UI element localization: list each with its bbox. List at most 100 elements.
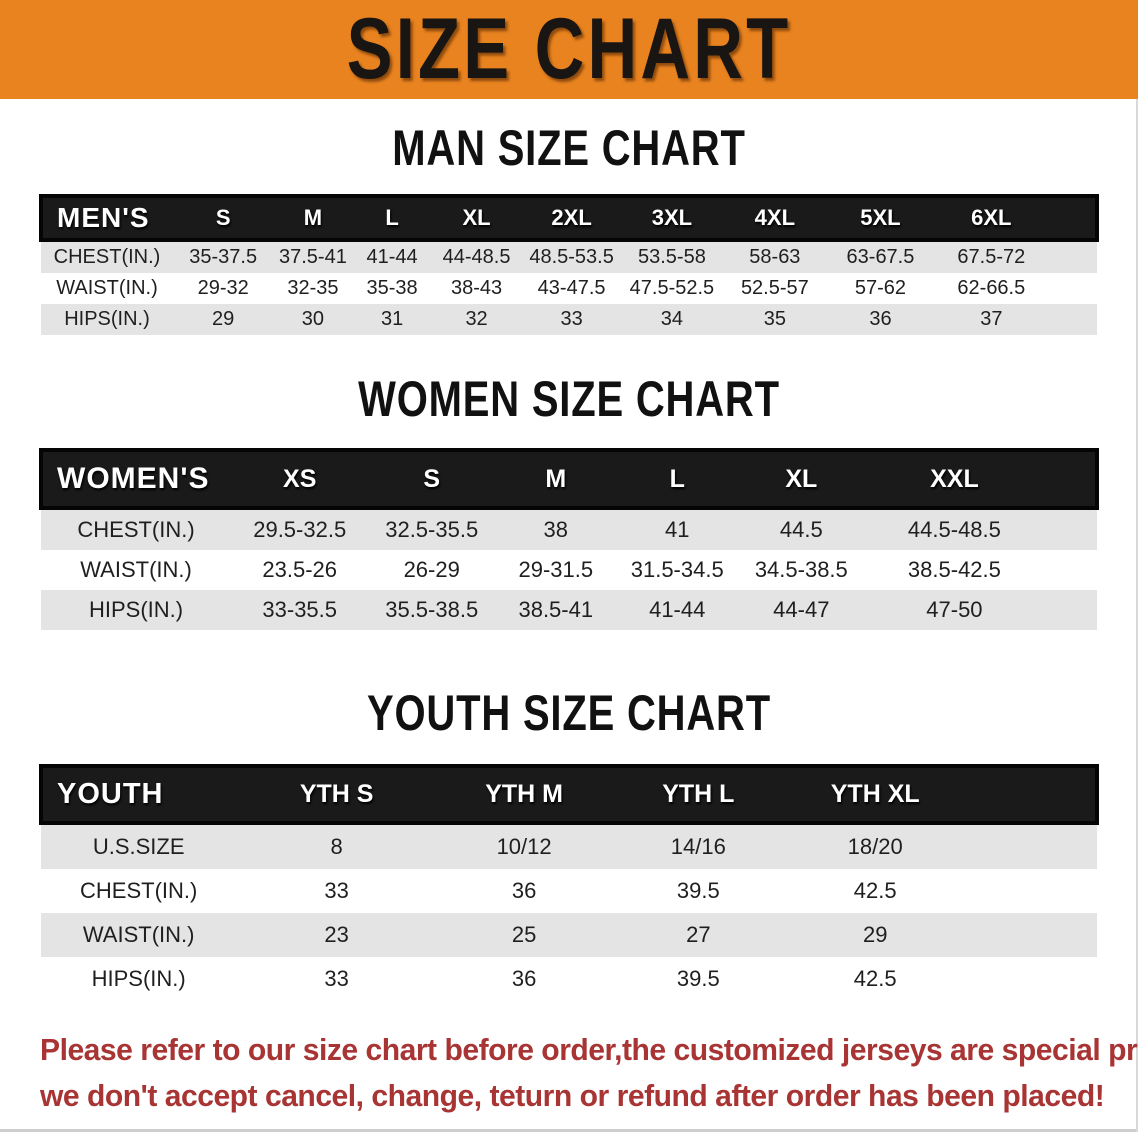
- women-size-header-3: M: [495, 448, 617, 510]
- men-chestin.-value-5: 48.5-53.5: [521, 238, 622, 273]
- women-row-label: HIPS(IN.): [41, 590, 232, 630]
- youth-chestin.-value-3: 39.5: [611, 869, 786, 913]
- men-row-label: HIPS(IN.): [41, 304, 173, 335]
- men-waistin.-value-7: 52.5-57: [722, 273, 828, 304]
- men-row-chestin: CHEST(IN.) 35-37.5 37.5-41 41-44 44-48.5 48.5…: [41, 238, 1097, 273]
- men-row-waistin: WAIST(IN.) 29-32 32-35 35-38 38-43 43-47.5 47.…: [41, 273, 1097, 304]
- youth-row-spacer: [964, 869, 1097, 913]
- youth-waistin.-value-1: 23: [236, 913, 437, 957]
- men-size-header-6: 3XL: [621, 194, 723, 242]
- youth-row-label: U.S.SIZE: [41, 821, 237, 869]
- men-chestin.-value-1: 35-37.5: [173, 238, 274, 273]
- youth-chestin.-value-4: 42.5: [785, 869, 965, 913]
- women-waistin.-value-3: 29-31.5: [495, 550, 617, 590]
- women-table-title: WOMEN'S: [38, 448, 232, 510]
- disclaimer-line-2: we don't accept cancel, change, teturn o…: [40, 1078, 1105, 1113]
- women-waistin.-value-4: 31.5-34.5: [616, 550, 738, 590]
- men-hipsin.-value-5: 33: [521, 304, 622, 335]
- banner-title: SIZE CHART: [346, 1, 792, 97]
- youth-row-label: WAIST(IN.): [41, 913, 237, 957]
- youth-header-row: YOUTH YTH S YTH M YTH L YTH XL: [38, 764, 1100, 825]
- men-hipsin.-value-9: 37: [933, 304, 1050, 335]
- men-table-container: MEN'S S M L XL 2XL 3XL 4XL 5XL 6XL CHEST(IN.) 35-37…: [39, 194, 1099, 335]
- banner: SIZE CHART: [0, 0, 1138, 99]
- men-row-spacer: [1049, 273, 1097, 304]
- women-row-waistin: WAIST(IN.) 23.5-26 26-29 29-31.5 31.5-34.5 34…: [41, 550, 1097, 590]
- youth-row-chestin: CHEST(IN.) 33 36 39.5 42.5: [41, 869, 1097, 913]
- men-chestin.-value-8: 63-67.5: [827, 238, 934, 273]
- youth-size-header-1: YTH S: [236, 764, 437, 825]
- youth-hipsin.-value-1: 33: [236, 957, 437, 1001]
- men-hipsin.-value-4: 32: [431, 304, 522, 335]
- women-size-table: WOMEN'S XS S M L XL XXL CHEST(IN.) 29.5-32.5 32.5…: [38, 448, 1099, 630]
- men-size-header-2: M: [273, 194, 353, 242]
- women-hipsin.-value-3: 38.5-41: [495, 590, 617, 630]
- men-table-title: MEN'S: [39, 194, 173, 242]
- youth-chestin.-value-1: 33: [236, 869, 437, 913]
- men-waistin.-value-8: 57-62: [827, 273, 934, 304]
- youth-hipsin.-value-4: 42.5: [785, 957, 965, 1001]
- youth-hipsin.-value-2: 36: [436, 957, 612, 1001]
- women-chestin.-value-2: 32.5-35.5: [368, 506, 496, 550]
- disclaimer: Please refer to our size chart before or…: [40, 1027, 1138, 1119]
- men-hipsin.-value-6: 34: [621, 304, 723, 335]
- men-chestin.-value-2: 37.5-41: [273, 238, 353, 273]
- youth-row-hipsin: HIPS(IN.) 33 36 39.5 42.5: [41, 957, 1097, 1001]
- women-header-spacer: [1044, 448, 1099, 510]
- men-size-header-7: 4XL: [722, 194, 828, 242]
- men-chestin.-value-6: 53.5-58: [621, 238, 723, 273]
- men-header-spacer: [1049, 194, 1099, 242]
- women-size-header-5: XL: [737, 448, 865, 510]
- women-row-label: CHEST(IN.): [41, 506, 232, 550]
- youth-row-label: HIPS(IN.): [41, 957, 237, 1001]
- men-waistin.-value-2: 32-35: [273, 273, 353, 304]
- men-hipsin.-value-2: 30: [273, 304, 353, 335]
- youth-u.s.size-value-2: 10/12: [436, 821, 612, 869]
- youth-size-header-2: YTH M: [436, 764, 612, 825]
- men-section-title: MAN SIZE CHART: [392, 120, 746, 176]
- women-waistin.-value-6: 38.5-42.5: [864, 550, 1045, 590]
- men-hipsin.-value-3: 31: [352, 304, 432, 335]
- men-waistin.-value-4: 38-43: [431, 273, 522, 304]
- youth-waistin.-value-3: 27: [611, 913, 786, 957]
- section-youth: YOUTH SIZE CHART YOUTH YTH S YTH M YTH L YTH…: [0, 688, 1138, 1001]
- men-size-header-5: 2XL: [521, 194, 622, 242]
- women-row-spacer: [1044, 590, 1097, 630]
- women-chestin.-value-5: 44.5: [737, 506, 865, 550]
- women-chestin.-value-3: 38: [495, 506, 617, 550]
- women-table-container: WOMEN'S XS S M L XL XXL CHEST(IN.) 29.5-32.5 32.5…: [38, 448, 1099, 630]
- women-row-spacer: [1044, 550, 1097, 590]
- men-hipsin.-value-7: 35: [722, 304, 828, 335]
- men-chestin.-value-9: 67.5-72: [933, 238, 1050, 273]
- women-row-chestin: CHEST(IN.) 29.5-32.5 32.5-35.5 38 41 44.5 44.5…: [41, 506, 1097, 550]
- youth-hipsin.-value-3: 39.5: [611, 957, 786, 1001]
- men-chestin.-value-7: 58-63: [722, 238, 828, 273]
- women-waistin.-value-2: 26-29: [368, 550, 496, 590]
- disclaimer-line-1: Please refer to our size chart before or…: [40, 1032, 1138, 1067]
- men-size-header-9: 6XL: [933, 194, 1050, 242]
- youth-row-ussize: U.S.SIZE 8 10/12 14/16 18/20: [41, 821, 1097, 869]
- youth-row-spacer: [964, 913, 1097, 957]
- women-row-hipsin: HIPS(IN.) 33-35.5 35.5-38.5 38.5-41 41-44 44-…: [41, 590, 1097, 630]
- youth-u.s.size-value-3: 14/16: [611, 821, 786, 869]
- youth-size-table: YOUTH YTH S YTH M YTH L YTH XL U.S.SIZE 8 10/12…: [38, 764, 1100, 1001]
- men-size-header-1: S: [173, 194, 274, 242]
- women-section-title: WOMEN SIZE CHART: [358, 371, 780, 427]
- men-chestin.-value-4: 44-48.5: [431, 238, 522, 273]
- youth-table-container: YOUTH YTH S YTH M YTH L YTH XL U.S.SIZE 8 10/12…: [38, 764, 1100, 1001]
- men-row-hipsin: HIPS(IN.) 29 30 31 32 33 34 35 36 37: [41, 304, 1097, 335]
- women-size-header-4: L: [616, 448, 738, 510]
- men-size-header-8: 5XL: [827, 194, 934, 242]
- women-waistin.-value-5: 34.5-38.5: [737, 550, 865, 590]
- men-hipsin.-value-8: 36: [827, 304, 934, 335]
- women-header-row: WOMEN'S XS S M L XL XXL: [38, 448, 1099, 510]
- women-row-spacer: [1044, 506, 1097, 550]
- youth-header-spacer: [964, 764, 1100, 825]
- men-row-label: WAIST(IN.): [41, 273, 173, 304]
- women-size-header-1: XS: [231, 448, 369, 510]
- men-size-header-3: L: [352, 194, 432, 242]
- men-size-table: MEN'S S M L XL 2XL 3XL 4XL 5XL 6XL CHEST(IN.) 35-37…: [39, 194, 1099, 335]
- section-men: MAN SIZE CHART MEN'S S M L XL 2XL 3XL 4XL 5XL 6XL…: [0, 120, 1138, 335]
- youth-waistin.-value-2: 25: [436, 913, 612, 957]
